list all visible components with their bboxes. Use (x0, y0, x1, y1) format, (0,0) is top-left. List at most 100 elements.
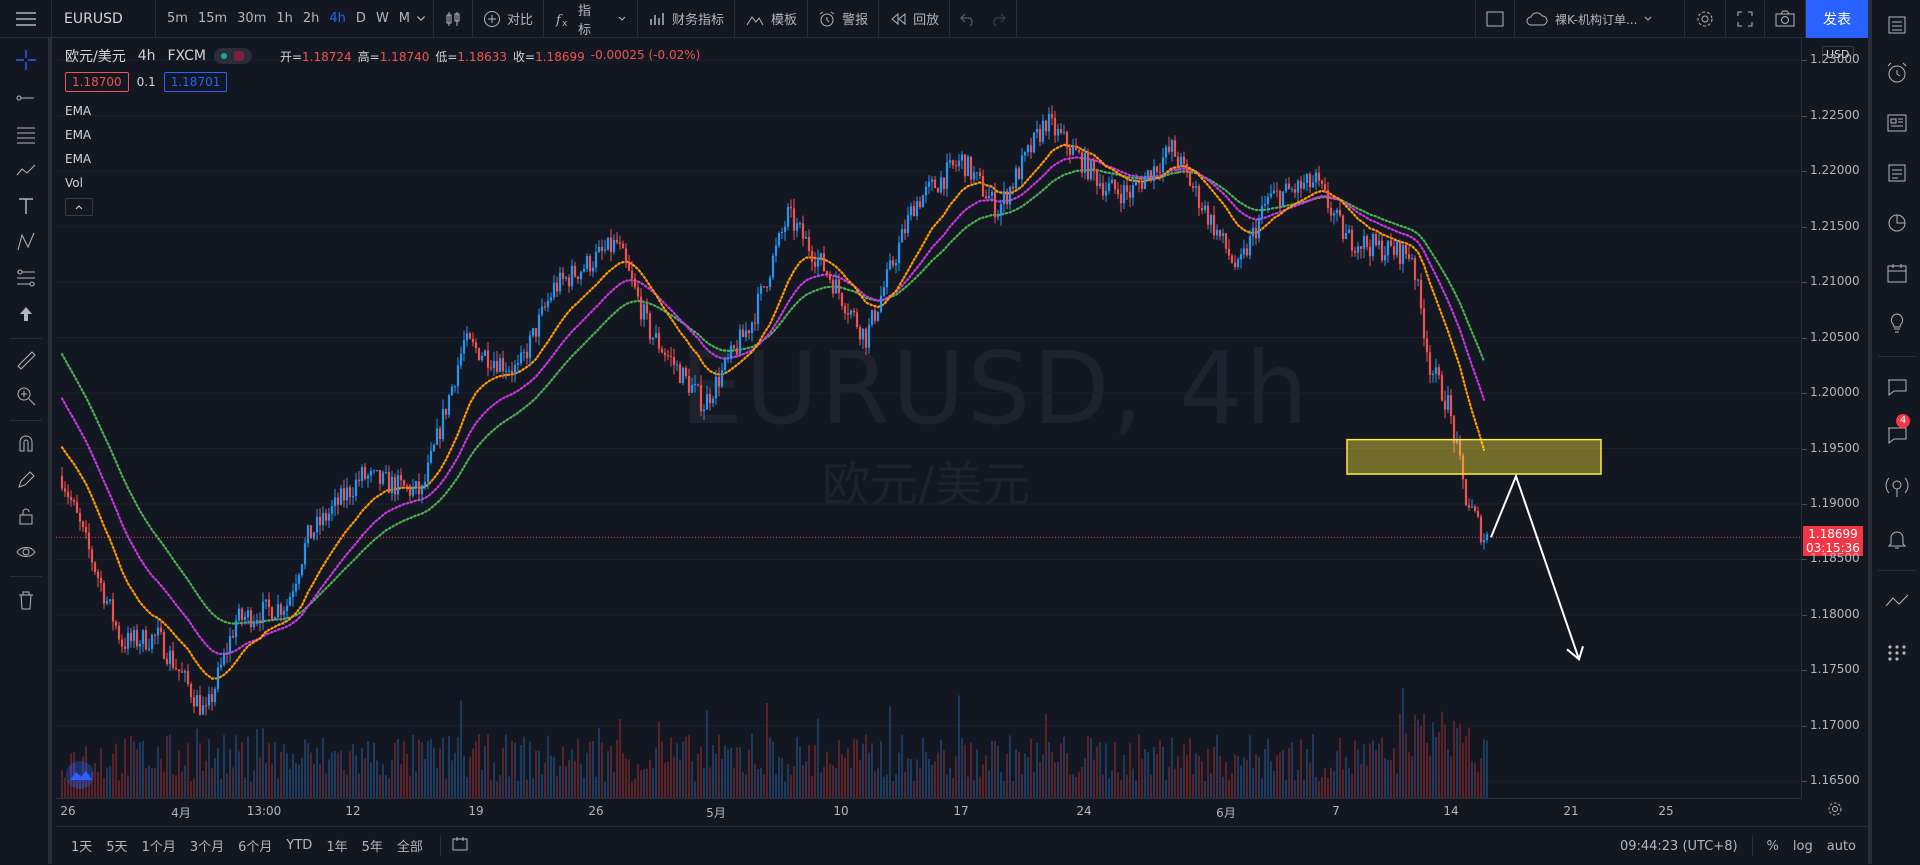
auto-toggle[interactable]: auto (1826, 838, 1856, 854)
buy-button[interactable]: 1.18701 (163, 72, 228, 92)
range-4[interactable]: 6个月 (238, 840, 273, 855)
pencil-lock-icon[interactable] (12, 466, 40, 494)
calendar-list-icon[interactable] (1880, 156, 1914, 190)
log-toggle[interactable]: log (1792, 838, 1813, 854)
svg-text:f: f (555, 13, 563, 28)
interval-5m[interactable]: 5m (167, 10, 188, 26)
financials-button[interactable]: 财务指标 (638, 0, 736, 38)
goto-date-icon[interactable] (451, 836, 469, 856)
candle-body (168, 650, 172, 664)
candle-body (714, 376, 718, 399)
fib-retracement-icon[interactable] (12, 264, 40, 292)
volume-bar (199, 743, 201, 798)
magnet-icon[interactable] (12, 430, 40, 458)
range-7[interactable]: 5年 (361, 840, 383, 855)
horizontal-lines-icon[interactable] (12, 120, 40, 148)
hotlist-icon[interactable] (1880, 206, 1914, 240)
range-3[interactable]: 3个月 (189, 840, 225, 855)
arrow-up-icon[interactable] (12, 300, 40, 328)
interval-M[interactable]: M (398, 10, 411, 26)
layout-name-button[interactable]: 裸K-机构订单... (1515, 0, 1685, 38)
volume-bar (1285, 779, 1287, 798)
settings-button[interactable] (1685, 0, 1726, 38)
clock[interactable]: 09:44:23 (UTC+8) (1619, 838, 1738, 854)
interval-W[interactable]: W (375, 10, 389, 26)
chart-type-button[interactable] (434, 0, 474, 38)
alert-button[interactable]: 警报 (808, 0, 880, 38)
volume-bar (187, 743, 189, 798)
range-2[interactable]: 1个月 (141, 840, 176, 855)
price-axis[interactable]: USD 1.18699 03:15:36 1.23000 1.22500 1.220… (1801, 38, 1866, 798)
undo-icon[interactable] (960, 12, 976, 26)
indicator-legend-volume[interactable]: Vol (65, 176, 83, 190)
volume-bar (1105, 743, 1107, 798)
text-tool-icon[interactable] (12, 192, 40, 220)
interval-D[interactable]: D (355, 10, 366, 26)
notifications-chat-icon[interactable]: 4 (1880, 414, 1914, 452)
snapshot-button[interactable] (1765, 0, 1806, 38)
candle-body (300, 564, 304, 576)
range-8[interactable]: 全部 (396, 840, 423, 855)
compare-button[interactable]: 对比 (473, 0, 545, 38)
volume-bar (1138, 734, 1140, 798)
templates-button[interactable]: 模板 (735, 0, 809, 38)
lock-icon[interactable] (12, 502, 40, 530)
bell-icon[interactable] (1880, 522, 1914, 556)
volume-bar (250, 781, 252, 798)
interval-1h[interactable]: 1h (276, 10, 293, 26)
axis-settings-icon[interactable] (1826, 800, 1844, 822)
broadcast-icon[interactable] (1880, 470, 1914, 504)
range-1[interactable]: 5天 (106, 840, 128, 855)
layout-toggle-button[interactable] (1475, 0, 1515, 38)
price-chart[interactable] (56, 38, 1801, 798)
range-6[interactable]: 1年 (326, 840, 348, 855)
indicator-legend-ema-2[interactable]: EMA (65, 128, 92, 142)
candle-body (771, 255, 775, 278)
time-axis[interactable]: 26 4月 13:00 12 19 26 5月 10 17 24 6月 7 14 21 25 (56, 798, 1801, 822)
indicator-legend-ema-3[interactable]: EMA (65, 152, 92, 166)
range-5[interactable]: YTD (286, 838, 313, 853)
calendar-icon[interactable] (1880, 256, 1914, 290)
range-0[interactable]: 1天 (71, 840, 93, 855)
dots-grid-icon[interactable] (1880, 636, 1914, 670)
symbol-search[interactable]: EURUSD (52, 0, 156, 38)
trendline-icon[interactable] (12, 84, 40, 112)
xabcd-pattern-icon[interactable] (12, 228, 40, 256)
redo-icon[interactable] (990, 12, 1006, 26)
candle-body (1449, 395, 1453, 417)
zoom-in-icon[interactable] (12, 382, 40, 410)
volume-bar (523, 736, 525, 798)
ruler-icon[interactable] (12, 346, 40, 374)
fullscreen-button[interactable] (1726, 0, 1765, 38)
trash-icon[interactable] (12, 586, 40, 614)
candle-body (1305, 174, 1309, 184)
chevron-down-icon[interactable] (415, 13, 427, 25)
interval-2h[interactable]: 2h (302, 10, 320, 26)
watchlist-icon[interactable] (1880, 8, 1914, 42)
trend-icon[interactable] (1880, 584, 1914, 618)
alarm-clock-icon[interactable] (1880, 56, 1914, 90)
collapse-legend-button[interactable] (65, 198, 93, 216)
menu-icon[interactable] (0, 0, 52, 38)
currency-label[interactable]: USD (1822, 46, 1854, 63)
indicator-legend-ema-1[interactable]: EMA (65, 104, 92, 118)
volume-bar (847, 748, 849, 798)
interval-30m[interactable]: 30m (237, 10, 267, 26)
chat-icon[interactable] (1880, 370, 1914, 404)
volume-bar (796, 736, 798, 798)
lightbulb-icon[interactable] (1880, 306, 1914, 340)
eye-icon[interactable] (12, 538, 40, 566)
replay-button[interactable]: 回放 (879, 0, 951, 38)
interval-15m[interactable]: 15m (197, 10, 228, 26)
candle-body (174, 667, 178, 670)
sell-button[interactable]: 1.18700 (65, 72, 129, 92)
news-icon[interactable] (1880, 106, 1914, 140)
interval-4h[interactable]: 4h (329, 10, 346, 26)
percent-toggle[interactable]: % (1766, 838, 1779, 854)
crosshair-icon[interactable] (12, 46, 40, 74)
pattern-icon[interactable] (12, 156, 40, 184)
publish-button[interactable]: 发表 (1806, 0, 1868, 38)
market-status-toggle[interactable] (213, 48, 252, 64)
